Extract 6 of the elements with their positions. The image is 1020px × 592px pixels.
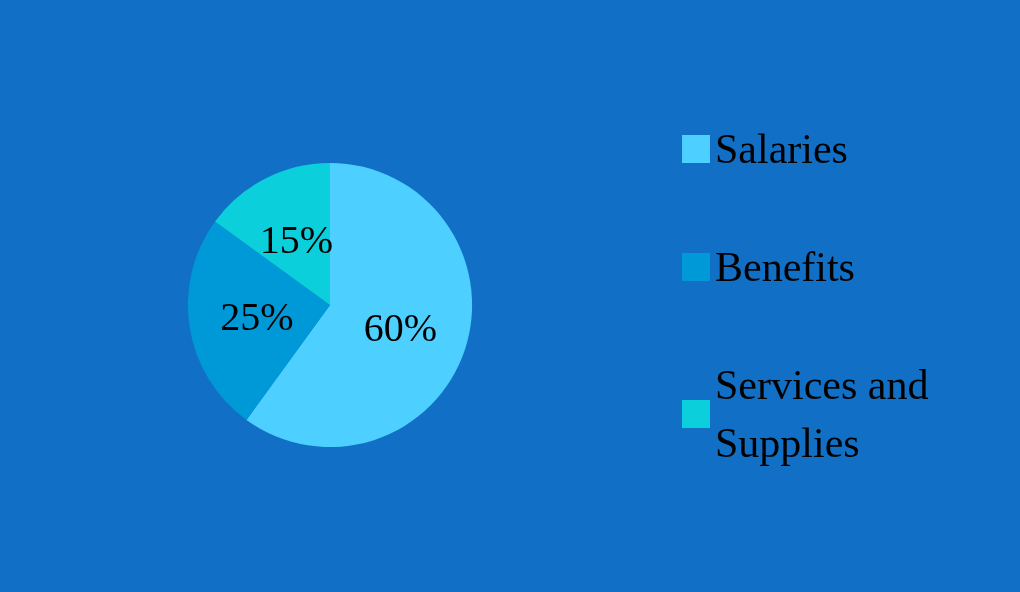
data-label: 25% xyxy=(220,294,294,340)
data-label: 60% xyxy=(363,305,438,351)
legend-label: Services and Supplies xyxy=(715,362,939,466)
legend-label: Salaries xyxy=(715,126,848,172)
legend-label: Benefits xyxy=(715,244,855,290)
data-label: 15% xyxy=(259,216,334,262)
